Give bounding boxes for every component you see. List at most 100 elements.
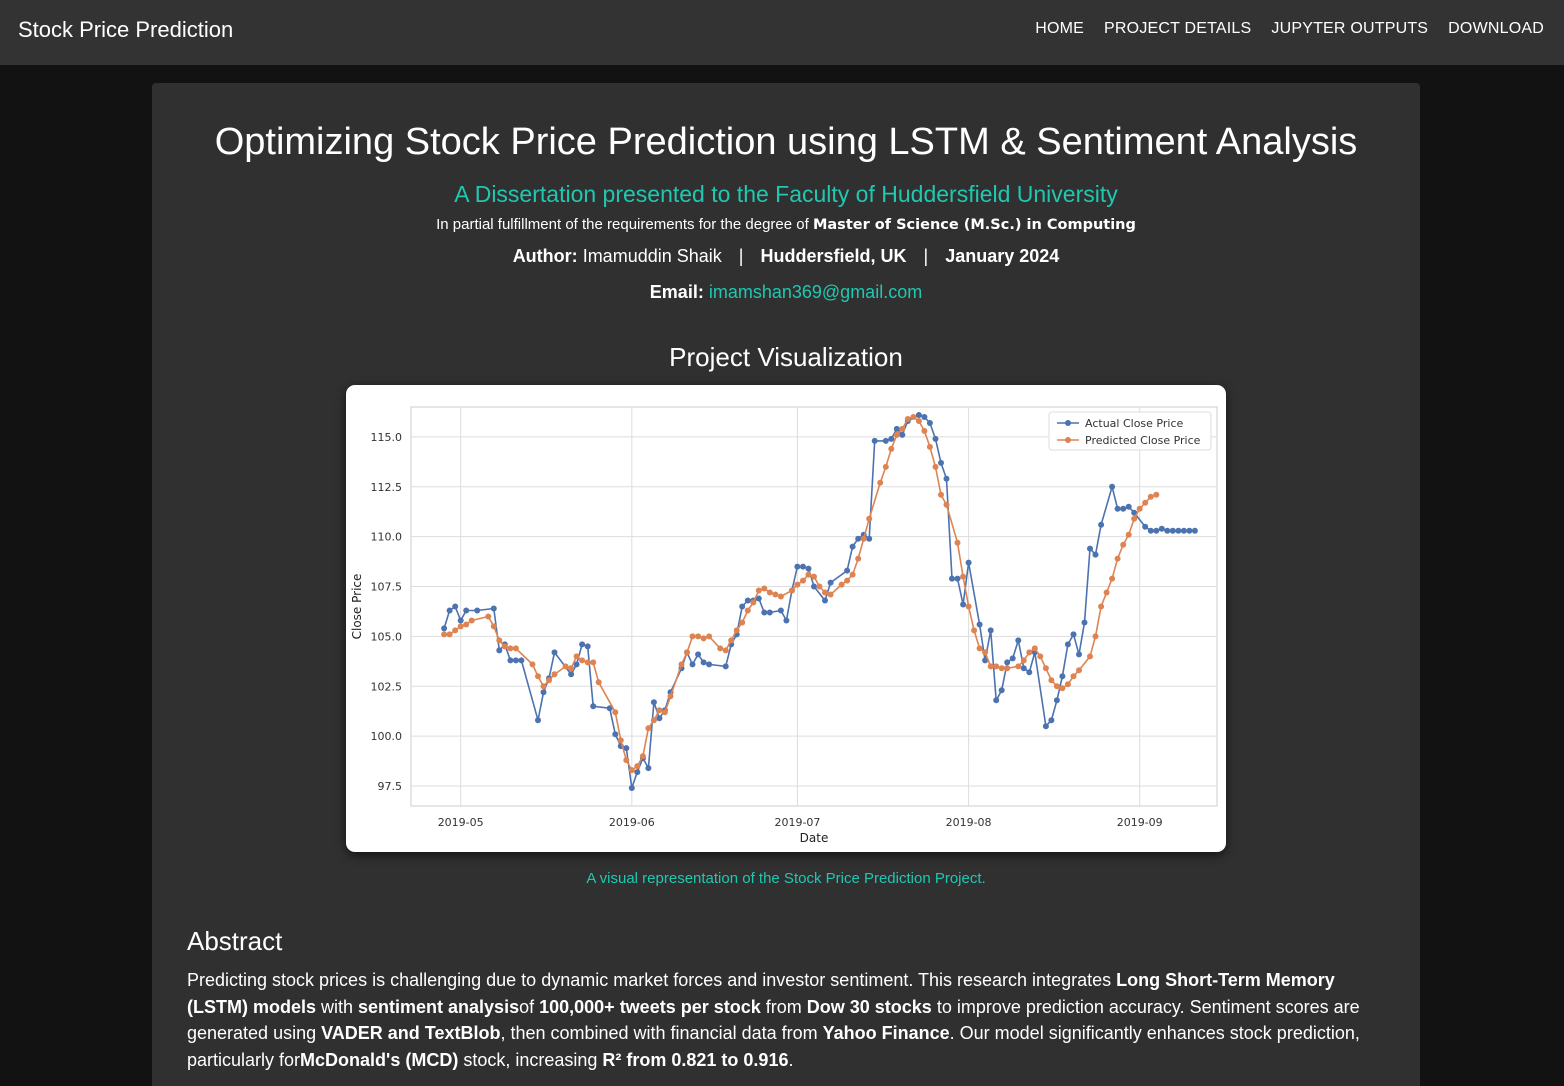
y-tick-label: 100.0 bbox=[371, 730, 403, 743]
data-point-predicted bbox=[546, 677, 552, 684]
data-point-actual bbox=[1164, 527, 1171, 534]
data-point-predicted bbox=[468, 617, 475, 624]
data-point-predicted bbox=[512, 645, 519, 652]
abstract-emphasis: Long Short-Term Memory (LSTM) models bbox=[187, 970, 1335, 1017]
data-point-actual bbox=[507, 657, 514, 664]
data-point-predicted bbox=[827, 591, 834, 598]
data-point-actual bbox=[463, 607, 470, 614]
data-point-predicted bbox=[921, 427, 928, 434]
data-point-predicted bbox=[766, 589, 773, 596]
data-point-predicted bbox=[777, 593, 784, 600]
data-point-actual bbox=[827, 579, 834, 586]
nav-download[interactable]: DOWNLOAD bbox=[1448, 20, 1544, 37]
navbar: Stock Price Prediction HOME PROJECT DETA… bbox=[0, 0, 1564, 65]
nav-project-details[interactable]: PROJECT DETAILS bbox=[1104, 20, 1252, 37]
data-point-actual bbox=[706, 661, 713, 668]
data-point-actual bbox=[568, 671, 575, 678]
data-point-predicted bbox=[982, 649, 989, 656]
data-point-actual bbox=[1048, 717, 1055, 724]
data-point-actual bbox=[590, 703, 597, 710]
data-point-predicted bbox=[490, 623, 497, 630]
data-point-actual bbox=[783, 617, 790, 624]
data-point-predicted bbox=[590, 659, 597, 666]
data-point-predicted bbox=[855, 555, 862, 562]
abstract-emphasis: Yahoo Finance bbox=[822, 1023, 950, 1043]
data-point-actual bbox=[800, 563, 806, 570]
y-tick-label: 110.0 bbox=[371, 531, 403, 544]
data-point-predicted bbox=[1053, 683, 1060, 690]
data-point-predicted bbox=[1064, 681, 1071, 688]
data-point-predicted bbox=[805, 571, 812, 578]
location: Huddersfield, UK bbox=[760, 246, 907, 266]
data-point-predicted bbox=[976, 645, 983, 652]
nav-home[interactable]: HOME bbox=[1035, 20, 1085, 37]
data-point-actual bbox=[1076, 651, 1082, 658]
date: January 2024 bbox=[945, 246, 1060, 266]
data-point-actual bbox=[1098, 521, 1105, 528]
data-point-actual bbox=[943, 475, 950, 482]
data-point-predicted bbox=[1020, 657, 1027, 664]
data-point-predicted bbox=[1098, 603, 1105, 610]
brand-title[interactable]: Stock Price Prediction bbox=[18, 17, 234, 42]
data-point-actual bbox=[1081, 619, 1088, 626]
data-point-predicted bbox=[838, 581, 845, 588]
data-point-actual bbox=[474, 607, 481, 614]
data-point-predicted bbox=[893, 431, 900, 438]
data-point-predicted bbox=[573, 653, 580, 660]
email-link[interactable]: imamshan369@gmail.com bbox=[708, 282, 923, 302]
data-point-actual bbox=[722, 663, 729, 670]
data-point-actual bbox=[1125, 503, 1132, 510]
abstract-run: from bbox=[760, 996, 807, 1017]
data-point-predicted bbox=[932, 463, 939, 470]
data-point-actual bbox=[634, 769, 641, 776]
data-point-predicted bbox=[628, 767, 635, 774]
y-tick-label: 115.0 bbox=[371, 431, 403, 444]
x-axis-label: Date bbox=[800, 831, 829, 845]
author-name: Imamuddin Shaik bbox=[582, 246, 722, 266]
author-line: Author: Imamuddin Shaik | Huddersfield, … bbox=[152, 246, 1420, 267]
data-point-predicted bbox=[761, 585, 768, 592]
data-point-predicted bbox=[1070, 673, 1077, 680]
data-point-predicted bbox=[1076, 667, 1082, 674]
data-point-predicted bbox=[722, 647, 729, 654]
data-point-actual bbox=[982, 657, 989, 664]
abstract-run: stock, increasing bbox=[458, 1049, 603, 1070]
data-point-predicted bbox=[689, 633, 696, 640]
data-point-actual bbox=[1114, 505, 1121, 512]
data-point-predicted bbox=[849, 571, 856, 578]
data-point-predicted bbox=[568, 665, 575, 672]
data-point-actual bbox=[1026, 669, 1033, 676]
data-point-predicted bbox=[1125, 531, 1132, 538]
email-line: Email: imamshan369@gmail.com bbox=[152, 282, 1420, 303]
data-point-predicted bbox=[684, 649, 690, 656]
data-point-actual bbox=[755, 595, 762, 602]
data-point-predicted bbox=[457, 623, 464, 630]
subtitle: A Dissertation presented to the Faculty … bbox=[454, 181, 1118, 207]
data-point-predicted bbox=[888, 445, 895, 452]
x-tick-label: 2019-09 bbox=[1117, 816, 1163, 829]
degree-line: In partial fulfillment of the requiremen… bbox=[152, 216, 1420, 233]
data-point-actual bbox=[1158, 525, 1165, 532]
data-point-predicted bbox=[998, 665, 1005, 672]
chart-image: 97.5 100.0 102.5 105.0 107.5 110.0 112.5 115.0 2… bbox=[346, 385, 1226, 852]
data-point-actual bbox=[938, 459, 944, 466]
data-point-predicted bbox=[612, 709, 619, 716]
data-point-actual bbox=[1169, 527, 1176, 534]
nav-jupyter-outputs[interactable]: JUPYTER OUTPUTS bbox=[1271, 20, 1429, 37]
chart-caption: A visual representation of the Stock Pri… bbox=[586, 870, 986, 887]
legend-swatch-marker bbox=[1065, 437, 1071, 443]
data-point-predicted bbox=[700, 635, 707, 642]
data-point-actual bbox=[998, 687, 1005, 694]
data-point-actual bbox=[441, 625, 448, 632]
data-point-actual bbox=[805, 565, 812, 572]
data-point-predicted bbox=[717, 645, 724, 652]
abstract-run: to improve prediction accuracy. Sentimen… bbox=[187, 996, 1360, 1044]
data-point-predicted bbox=[667, 693, 674, 700]
data-point-actual bbox=[1153, 527, 1160, 534]
legend-label: Predicted Close Price bbox=[1085, 434, 1201, 447]
abstract-emphasis: McDonald's (MCD) bbox=[300, 1049, 459, 1070]
data-point-actual bbox=[612, 731, 619, 738]
data-point-predicted bbox=[938, 491, 944, 498]
data-point-actual bbox=[855, 535, 862, 542]
data-point-actual bbox=[628, 785, 635, 791]
